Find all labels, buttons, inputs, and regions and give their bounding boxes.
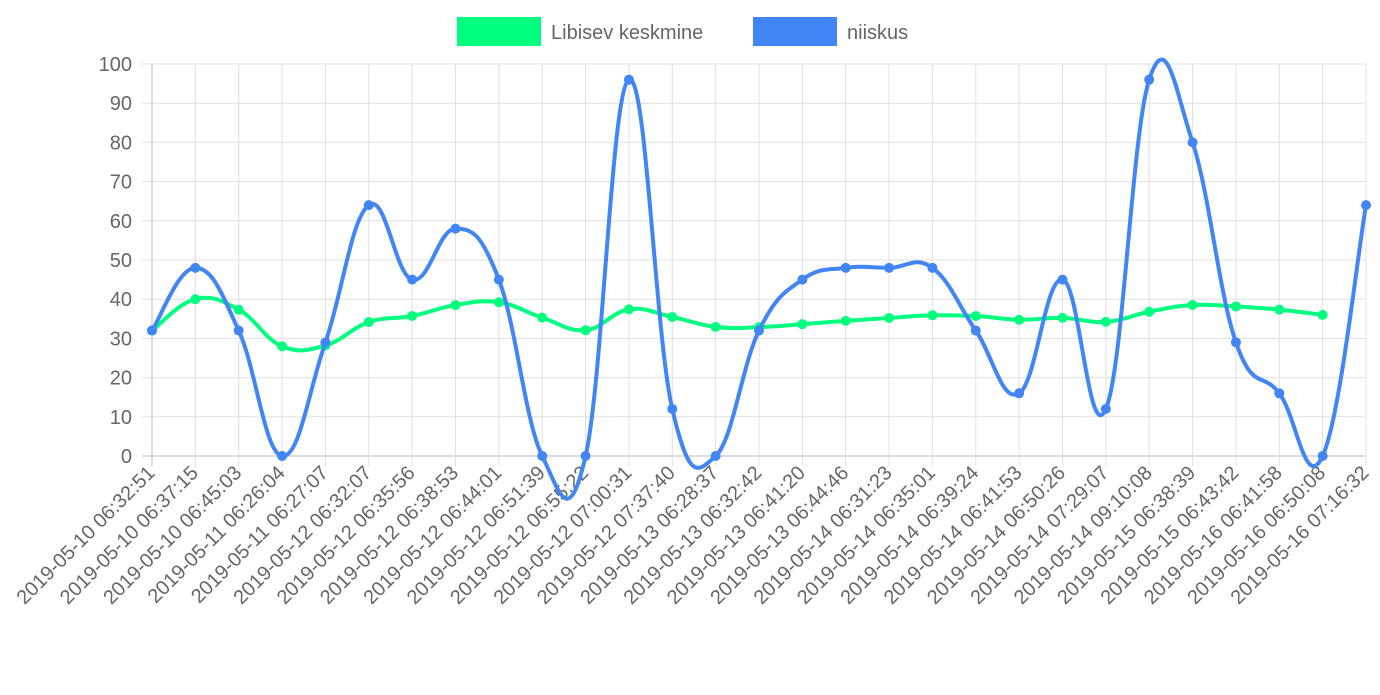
data-point: [537, 312, 548, 323]
data-point: [190, 294, 201, 305]
legend-label: Libisev keskmine: [551, 22, 703, 44]
data-point: [580, 325, 591, 336]
data-point: [493, 297, 504, 308]
data-point: [580, 451, 591, 461]
data-point: [450, 300, 461, 311]
data-point: [754, 325, 764, 336]
y-tick-label: 90: [110, 93, 132, 115]
data-point: [1144, 306, 1155, 317]
y-tick-label: 40: [110, 289, 132, 311]
data-point: [1317, 309, 1328, 320]
data-point: [797, 319, 808, 330]
legend-swatch: [457, 17, 541, 46]
data-point: [1187, 300, 1198, 311]
series-line: [150, 295, 1323, 353]
legend-swatch: [753, 17, 837, 46]
y-tick-label: 70: [110, 172, 132, 194]
data-point: [1317, 451, 1328, 461]
data-point: [1187, 137, 1198, 148]
data-point: [667, 311, 678, 322]
data-point: [450, 223, 461, 234]
data-point: [623, 304, 634, 315]
data-point: [667, 403, 678, 414]
data-point: [840, 315, 851, 326]
data-point: [363, 200, 374, 211]
legend-label: niiskus: [847, 22, 908, 44]
data-point: [970, 325, 981, 336]
y-tick-label: 60: [110, 211, 132, 233]
data-point: [927, 262, 938, 273]
data-point: [970, 311, 981, 322]
data-point: [277, 451, 288, 461]
data-point: [927, 310, 938, 321]
data-point: [884, 262, 895, 273]
data-point: [1230, 337, 1241, 348]
data-point: [1014, 314, 1025, 325]
data-point: [1230, 301, 1241, 312]
data-point: [623, 74, 634, 85]
y-tick-label: 10: [110, 407, 132, 429]
data-point: [233, 304, 244, 315]
data-point: [233, 325, 244, 336]
y-tick-label: 20: [110, 368, 132, 390]
data-point: [493, 274, 504, 285]
data-point: [840, 262, 851, 273]
data-point: [277, 341, 288, 352]
data-point: [1100, 403, 1111, 414]
data-point: [710, 451, 721, 461]
data-point: [363, 317, 374, 328]
data-point: [407, 274, 418, 285]
data-point: [710, 321, 721, 332]
data-point: [1057, 312, 1068, 323]
data-point: [1274, 388, 1285, 399]
data-point: [1144, 74, 1155, 85]
data-point: [797, 274, 808, 285]
data-point: [537, 451, 548, 461]
data-point: [1361, 200, 1371, 211]
y-tick-label: 0: [121, 446, 132, 468]
data-point: [1014, 388, 1025, 399]
data-point: [1100, 316, 1111, 327]
data-point: [407, 311, 418, 322]
data-point: [320, 337, 331, 348]
data-point: [190, 262, 201, 273]
data-point: [1057, 274, 1068, 285]
data-point: [147, 325, 157, 336]
y-tick-label: 30: [110, 328, 132, 350]
data-point: [1274, 304, 1285, 315]
y-tick-label: 100: [99, 54, 132, 76]
y-tick-label: 80: [110, 132, 132, 154]
y-tick-label: 50: [110, 250, 132, 272]
data-point: [884, 312, 895, 323]
